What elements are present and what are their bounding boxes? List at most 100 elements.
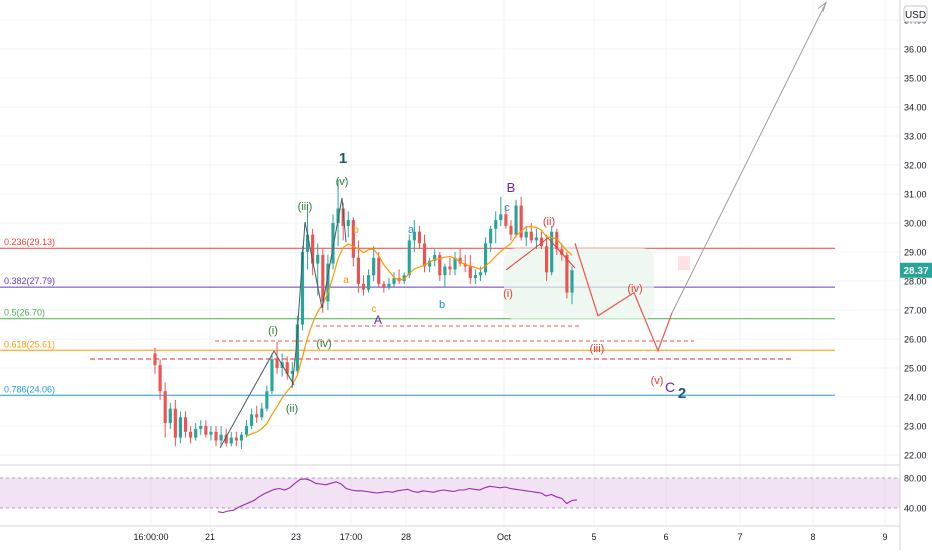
candle-body [468, 266, 472, 279]
candle-body [290, 370, 294, 374]
wave-label-w1: 1 [339, 150, 347, 167]
dashed-levels [90, 325, 794, 360]
rsi-polyline [217, 478, 578, 514]
last-price-tag: 28.37 [900, 262, 932, 278]
wave-label-riv: (iv) [627, 283, 642, 295]
candle-body [194, 428, 198, 438]
candle-body [356, 257, 360, 284]
wave-label-riii: (iii) [590, 343, 605, 355]
wave-label-wiv: (iv) [316, 338, 331, 350]
candle-body [326, 263, 330, 302]
candle-body [234, 437, 238, 441]
currency-badge[interactable]: USD [903, 5, 928, 23]
candle-body [565, 254, 569, 293]
price-tick-label: 30.00 [904, 219, 927, 229]
candle-body [224, 434, 228, 444]
price-tick-label: 33.00 [904, 132, 927, 142]
candle-body [163, 391, 167, 424]
candle-body [402, 275, 406, 281]
candle-body [412, 231, 416, 241]
candle-body [534, 237, 538, 241]
currency-label: USD [905, 10, 926, 21]
price-axis[interactable]: 37.0036.0035.0034.0033.0032.0031.0030.00… [904, 16, 927, 461]
candle-body [316, 254, 320, 264]
candle-body [244, 426, 249, 435]
candle-body [183, 417, 188, 432]
candle-body [331, 223, 335, 264]
candle-body [199, 426, 203, 429]
candle-body [285, 362, 289, 374]
price-tick-label: 35.00 [904, 74, 927, 84]
candle-body [509, 225, 513, 235]
last-price-value: 28.37 [903, 266, 928, 277]
target-arrow-line [671, 2, 827, 314]
candle-body [209, 431, 213, 435]
fibonacci-labels: 0.236(29.13) 0.382(27.79) 0.5(26.70) 0.618(… [4, 237, 55, 394]
candle-body [473, 275, 477, 279]
candle-body [341, 208, 345, 226]
price-tick-label: 31.00 [904, 190, 927, 200]
wave-label-ri: (i) [503, 288, 513, 300]
time-tick-label: 9 [882, 532, 887, 542]
candle-body [483, 243, 488, 273]
candle-body [321, 254, 325, 302]
candle-body [255, 414, 259, 418]
time-axis[interactable]: 16:00:00 21 23 17:00 28 Oct 5 6 7 8 9 [133, 532, 887, 542]
wave-label-C: C [665, 379, 675, 395]
rsi-tick-label: 40.00 [904, 504, 927, 514]
candle-body [519, 205, 523, 238]
price-tick-label: 22.00 [904, 451, 927, 461]
candle-body [260, 408, 264, 418]
candle-body [270, 359, 274, 392]
candle-body [311, 234, 315, 264]
time-tick-label: 5 [591, 532, 596, 542]
projection-line [574, 243, 673, 353]
candle-body [204, 426, 208, 435]
candle-body [239, 434, 244, 441]
candle-body [214, 431, 218, 441]
candle-body [544, 246, 549, 273]
candle-body [458, 257, 462, 264]
fib-label: 0.5(26.70) [4, 308, 45, 318]
rsi-axis[interactable]: 80.00 40.00 [904, 474, 927, 514]
price-tick-label: 27.00 [904, 306, 927, 316]
candle-body [168, 408, 172, 424]
price-tick-label: 23.00 [904, 422, 927, 432]
wave-lines [219, 197, 690, 449]
candle-body [494, 220, 498, 229]
time-tick-label: 23 [291, 532, 301, 542]
candle-body [443, 266, 447, 276]
rsi-band [0, 478, 900, 508]
wave-label-B: B [507, 180, 516, 195]
candle-body [570, 270, 574, 293]
candle-body [295, 324, 299, 371]
wave-label-a2: a [408, 224, 415, 236]
candle-body [178, 417, 183, 438]
rsi-tick-label: 80.00 [904, 474, 927, 484]
candle-body [275, 359, 279, 368]
candle-body [382, 283, 386, 287]
wave-label-A: A [374, 313, 382, 327]
price-tick-label: 25.00 [904, 364, 927, 374]
candle-body [173, 408, 177, 438]
wave-label-wi: (i) [268, 325, 278, 337]
candle-body [346, 220, 350, 226]
moving-average [246, 225, 573, 437]
wave-label-c_ab: c [372, 304, 377, 315]
candle-body [560, 249, 564, 255]
time-tick-label: 16:00:00 [133, 532, 168, 542]
fib-label: 0.382(27.79) [4, 276, 55, 286]
wave-label-w2: 2 [678, 385, 686, 402]
candle-body [219, 434, 223, 441]
candle-body [387, 283, 391, 287]
wave-label-a_ab: a [343, 275, 349, 286]
candle-body [265, 391, 269, 409]
price-tick-label: 26.00 [904, 335, 927, 345]
time-tick-label: 21 [205, 532, 215, 542]
candle-body [407, 240, 411, 276]
projection-path [574, 1, 827, 353]
fib-label: 0.618(25.61) [4, 339, 55, 349]
